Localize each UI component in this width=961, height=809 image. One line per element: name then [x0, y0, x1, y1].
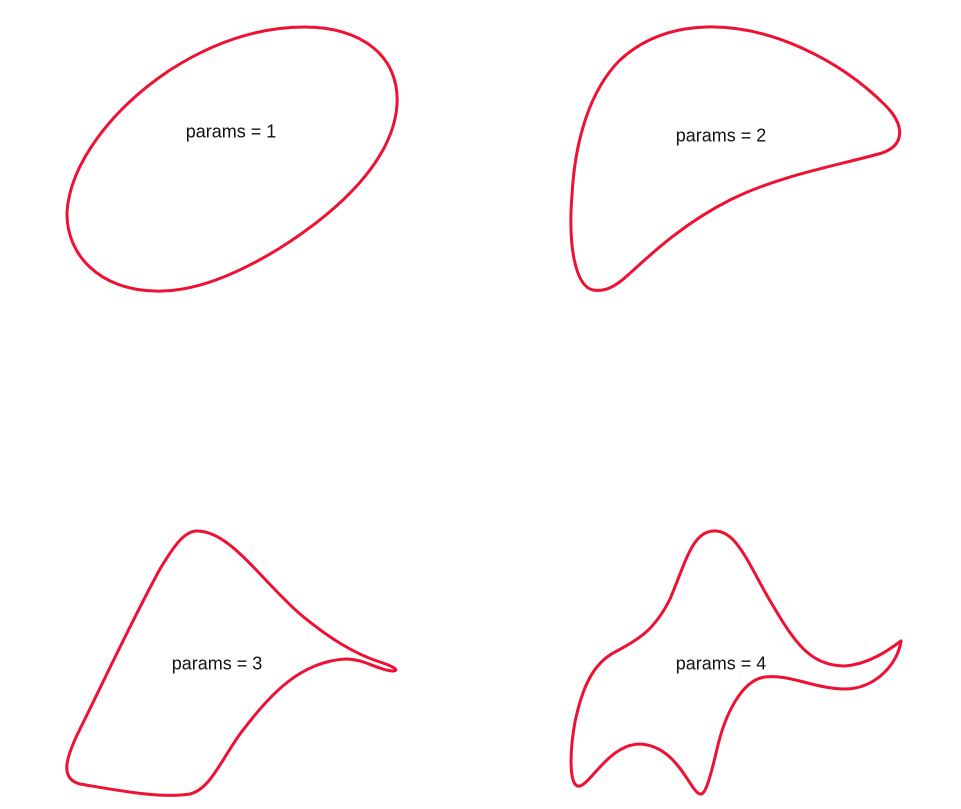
- curve-canvas: [569, 529, 903, 796]
- closed-curve: [65, 25, 399, 293]
- panel-params-4: params = 4: [480, 404, 960, 808]
- panel-label: params = 2: [675, 125, 767, 146]
- panel-params-2: params = 2: [480, 0, 960, 404]
- panel-params-3: params = 3: [0, 404, 480, 808]
- curve-canvas: [569, 25, 902, 292]
- closed-curve: [65, 529, 398, 797]
- panel-label: params = 3: [171, 653, 263, 674]
- panel-label: params = 4: [675, 653, 767, 674]
- panel-params-1: params = 1: [0, 0, 480, 404]
- closed-curve: [569, 25, 902, 292]
- curve-canvas: [65, 529, 398, 797]
- curve-canvas: [65, 25, 399, 293]
- panel-label: params = 1: [185, 121, 277, 142]
- closed-curve: [569, 529, 903, 796]
